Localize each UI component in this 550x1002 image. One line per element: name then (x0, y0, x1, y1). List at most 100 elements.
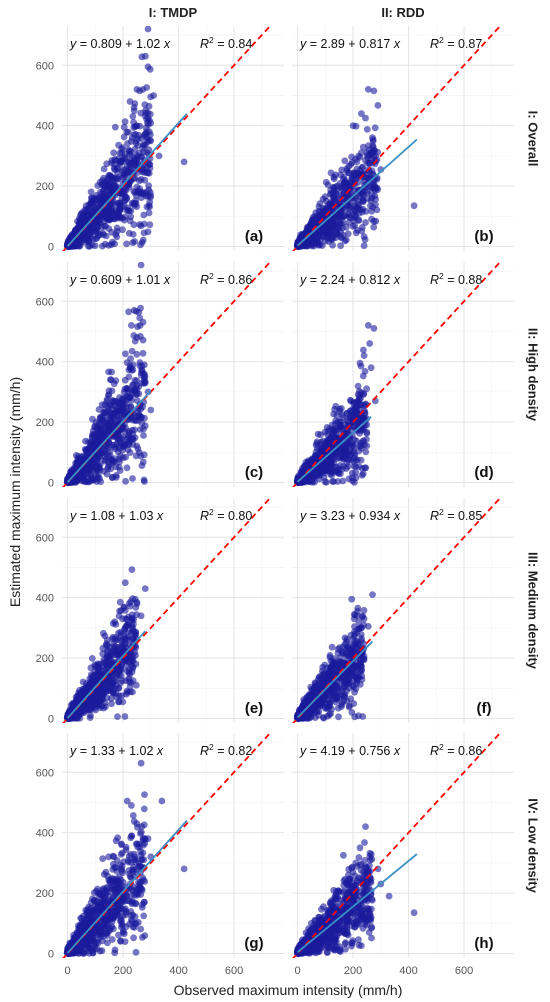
data-point (312, 466, 320, 474)
y-axis-title: Estimated maximum intensity (mm/h) (7, 377, 23, 607)
data-point (139, 349, 147, 357)
data-point (336, 421, 344, 429)
data-point (88, 655, 96, 662)
data-point (356, 359, 364, 367)
data-point (99, 180, 107, 188)
data-point (324, 234, 332, 242)
data-point (323, 479, 330, 486)
data-point (120, 202, 128, 210)
data-point (116, 598, 124, 606)
data-point (133, 600, 141, 608)
data-point (87, 188, 95, 196)
data-point (364, 86, 372, 93)
data-point (354, 456, 361, 464)
data-point (99, 650, 107, 658)
data-point (340, 441, 348, 449)
data-point (123, 464, 131, 472)
regression-line (66, 390, 152, 483)
data-point (145, 209, 153, 217)
data-point (141, 414, 148, 422)
data-point (118, 145, 126, 153)
data-point (136, 185, 144, 193)
data-point (365, 142, 372, 150)
data-point (121, 427, 128, 435)
data-point (139, 86, 147, 93)
data-point (361, 236, 369, 244)
reference-lines (62, 498, 272, 723)
point-cloud (64, 566, 149, 722)
data-point (333, 412, 341, 419)
regression-equation: y = 0.609 + 1.01 x (69, 273, 171, 287)
data-point (119, 214, 126, 222)
data-point (103, 160, 111, 168)
data-point (138, 53, 146, 61)
data-point (123, 240, 130, 248)
data-point (155, 152, 163, 160)
data-point (94, 182, 102, 190)
data-point (143, 128, 151, 136)
data-point (110, 149, 118, 157)
data-point (370, 223, 378, 231)
data-point (322, 218, 330, 226)
data-point (75, 711, 83, 719)
data-point (78, 210, 85, 217)
data-point (126, 449, 134, 456)
data-point (129, 231, 137, 238)
regression-line (66, 630, 146, 719)
data-point (121, 713, 129, 720)
data-point (350, 217, 358, 224)
data-point (342, 223, 350, 231)
data-point (91, 456, 99, 464)
data-point (87, 679, 95, 687)
data-point (360, 437, 367, 444)
data-point (144, 388, 152, 396)
data-point (345, 475, 353, 483)
data-point (339, 477, 347, 485)
panel-tag: (d) (474, 464, 493, 481)
data-point (75, 237, 83, 245)
data-point (320, 466, 328, 474)
data-point (86, 705, 94, 713)
regression-equation: y = 0.809 + 1.02 x (69, 37, 171, 51)
data-point (106, 460, 113, 468)
reference-lines (292, 26, 502, 251)
column-strip-label: II: RDD (381, 5, 424, 20)
data-point (334, 478, 342, 485)
r-squared-value: R2 = 0.88 (430, 271, 482, 287)
data-point (140, 476, 148, 484)
data-point (130, 616, 138, 624)
data-point (348, 469, 356, 477)
regression-line (66, 113, 188, 247)
data-point (339, 452, 347, 460)
data-point (101, 447, 108, 455)
data-point (360, 242, 368, 250)
y-tick-label: 600 (36, 60, 54, 72)
data-point (358, 110, 365, 117)
r-squared-value: R2 = 0.86 (200, 271, 252, 287)
data-point (360, 352, 368, 359)
data-point (117, 158, 125, 166)
data-point (120, 443, 127, 451)
data-point (123, 662, 130, 669)
data-point (108, 441, 116, 449)
data-point (103, 663, 110, 671)
data-point (112, 636, 119, 644)
row-strip-label: III: Medium density (526, 552, 541, 670)
scatter-panel: y = 3.23 + 0.934 x R2 = 0.85(f) (292, 498, 514, 723)
data-point (136, 314, 144, 322)
data-point (122, 477, 129, 485)
data-point (343, 181, 351, 189)
data-point (329, 202, 337, 210)
data-point (137, 452, 145, 460)
data-point (357, 389, 365, 396)
data-point (140, 432, 147, 439)
panel-tag: (c) (245, 464, 263, 481)
y-tick-label: 400 (36, 121, 54, 133)
data-point (349, 122, 357, 130)
data-point (107, 241, 115, 249)
data-point (103, 395, 111, 403)
data-point (115, 684, 122, 692)
